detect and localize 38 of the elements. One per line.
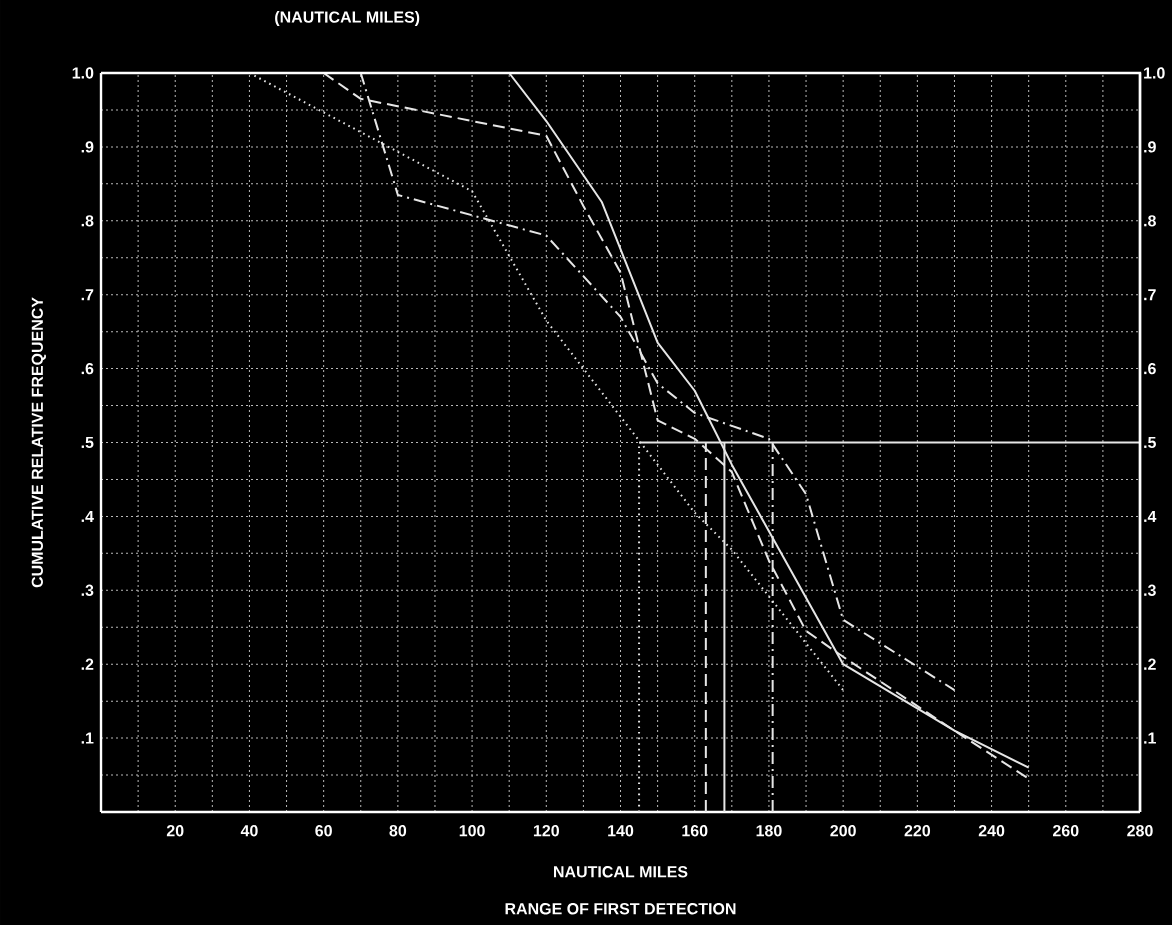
x-tick-label: 20: [166, 825, 184, 837]
y2-tick-label: .1: [1144, 732, 1156, 744]
x-tick-label: 220: [904, 825, 931, 837]
y2-tick-label: .7: [1144, 289, 1156, 301]
x-tick-label: 80: [389, 825, 407, 837]
x-tick-label: 160: [682, 825, 708, 837]
x-tick-label: 260: [1053, 825, 1079, 837]
y-axis-title: CUMULATIVE RELATIVE FREQUENCY: [31, 297, 46, 588]
x-tick-label: 200: [830, 825, 856, 837]
y2-tick-label: .8: [1144, 215, 1156, 227]
y2-tick-label: 1.0: [1144, 67, 1165, 79]
y-tick-label: .3: [81, 584, 94, 596]
y2-tick-label: .3: [1144, 584, 1156, 596]
x-tick-label: 140: [608, 825, 634, 837]
x-tick-label: 180: [756, 825, 782, 837]
x-tick-label: 100: [459, 825, 485, 837]
y-tick-label: .2: [81, 658, 94, 670]
y-tick-label: .4: [81, 510, 94, 522]
y-tick-label: .7: [81, 289, 94, 301]
y2-tick-label: .5: [1144, 436, 1156, 449]
y-tick-label: .1: [81, 732, 94, 744]
x-tick-label: 240: [978, 825, 1005, 837]
x-tick-label: 120: [533, 825, 559, 837]
y-tick-label: .6: [81, 362, 94, 375]
y2-tick-label: .6: [1144, 362, 1156, 375]
y-tick-label: .9: [81, 141, 94, 153]
x-axis-title: NAUTICAL MILES: [554, 866, 688, 878]
y-tick-label: .5: [81, 436, 94, 449]
y2-tick-label: .2: [1144, 658, 1156, 670]
y2-tick-label: .9: [1144, 141, 1156, 153]
x-tick-label: 40: [240, 825, 258, 837]
text: RANGE OF FIRST DETECTION: [505, 903, 736, 915]
y2-tick-label: .4: [1144, 510, 1157, 522]
x-tick-label: 60: [315, 825, 332, 837]
y-tick-label: 1.0: [72, 67, 94, 79]
x-tick-label: 280: [1127, 825, 1153, 837]
chart-title: (NAUTICAL MILES): [275, 10, 420, 26]
y-tick-label: .8: [81, 215, 94, 227]
